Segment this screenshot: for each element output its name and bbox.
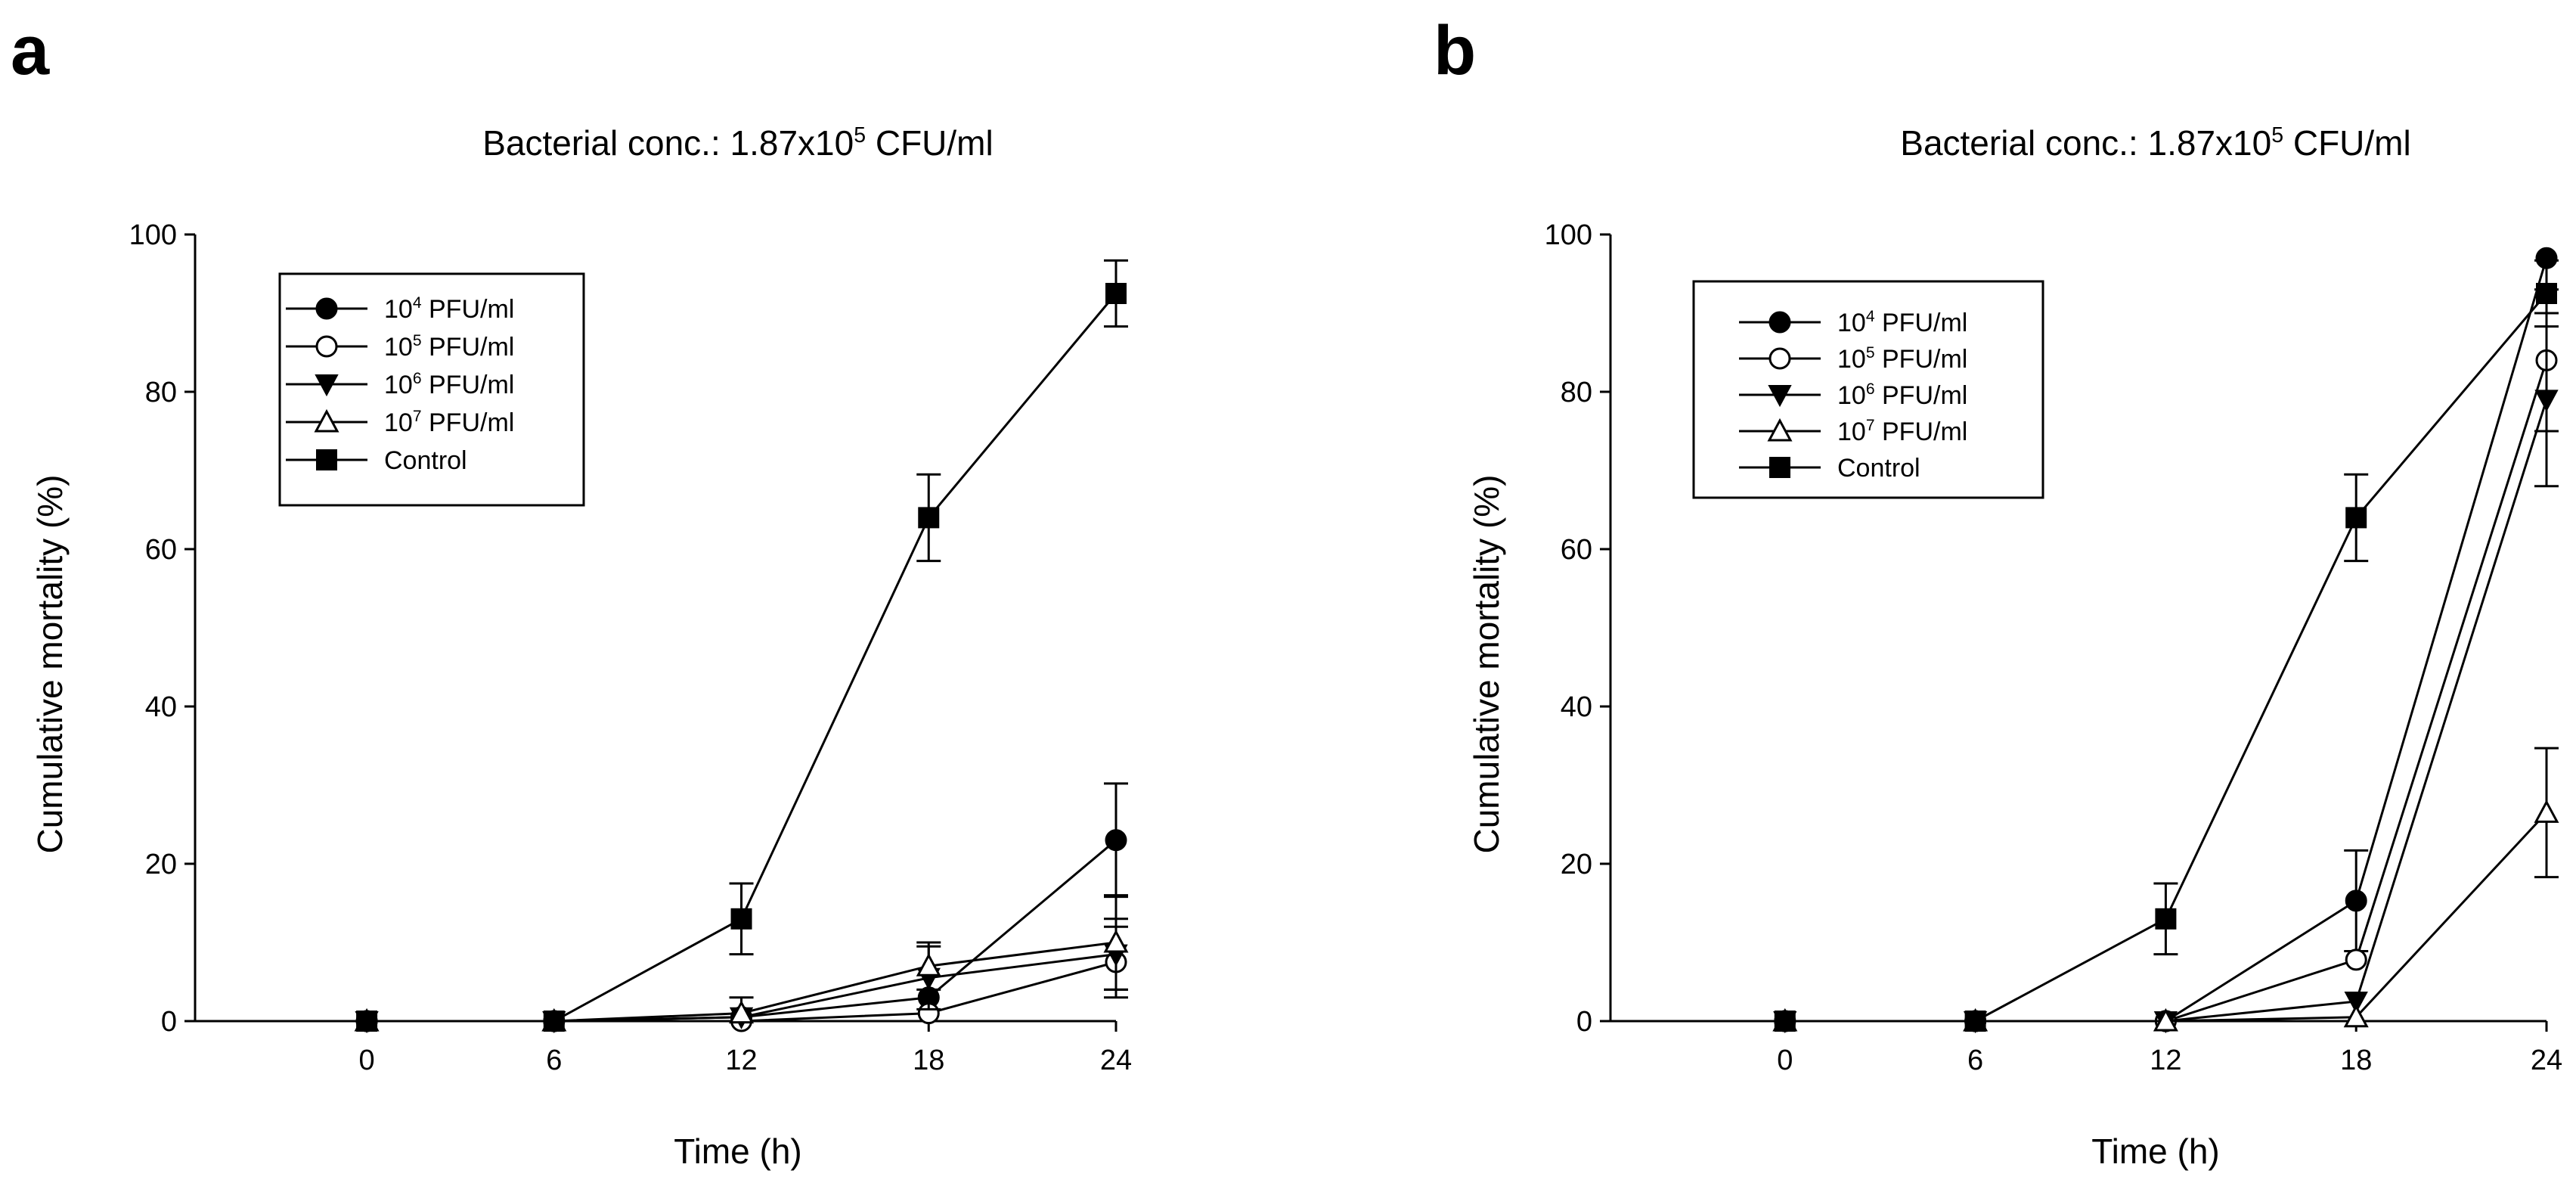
panel-a-series-4-point xyxy=(1105,283,1127,304)
panel-b-series-4-point xyxy=(2345,507,2367,529)
panel-a-legend-item: 106 PFU/ml xyxy=(286,370,514,399)
panel-a-legend-label: Control xyxy=(384,446,467,475)
panel-a-series-3-point xyxy=(729,1000,755,1024)
panel-a-ytick-label: 0 xyxy=(161,1006,177,1038)
panel-b-xtick-label: 12 xyxy=(2150,1045,2181,1076)
panel-a-xlabel: Time (h) xyxy=(674,1132,802,1171)
panel-b-legend-item: 107 PFU/ml xyxy=(1739,417,1967,446)
panel-a-xtick-label: 0 xyxy=(359,1045,375,1076)
panel-b-letter: b xyxy=(1434,12,1476,89)
panel-b-series-3-point xyxy=(2153,1007,2178,1032)
panel-b-xtick-label: 6 xyxy=(1967,1045,1983,1076)
panel-b-series-0-point xyxy=(2345,890,2367,912)
panel-b-legend-marker xyxy=(1768,311,1791,334)
panel-a-legend-marker xyxy=(315,374,339,397)
panel-a-ytick-label: 60 xyxy=(145,534,177,566)
panel-a-series-4-point xyxy=(730,908,752,930)
panel-b-legend-marker xyxy=(1769,457,1790,478)
panel-b-legend-label: 107 PFU/ml xyxy=(1837,417,1967,446)
panel-a-legend-marker xyxy=(315,335,338,358)
panel-a-series-4-point xyxy=(918,507,940,529)
panel-b-series-2-point xyxy=(2344,992,2368,1014)
panel-b-ytick-label: 0 xyxy=(1576,1006,1592,1038)
panel-a-ytick-label: 20 xyxy=(145,849,177,880)
panel-a-legend-label: 104 PFU/ml xyxy=(384,294,514,324)
panel-a-legend-marker xyxy=(314,408,339,433)
panel-b-legend-label: Control xyxy=(1837,454,1920,483)
panel-b-legend-item: 105 PFU/ml xyxy=(1739,344,1967,374)
panel-a-series-4-point xyxy=(543,1011,565,1032)
panel-b-xlabel: Time (h) xyxy=(2091,1132,2220,1171)
panel-a-xtick-label: 18 xyxy=(913,1045,944,1076)
panel-a-ytick-label: 80 xyxy=(145,377,177,408)
panel-a-legend-item: Control xyxy=(286,446,467,475)
panel-a-letter: a xyxy=(11,12,50,89)
panel-a-legend: 104 PFU/ml 105 PFU/ml 106 PFU/ml 107 PFU/ml… xyxy=(278,272,585,507)
panel-b-legend-marker xyxy=(1767,418,1793,442)
panel-b-xtick-label: 24 xyxy=(2531,1045,2562,1076)
panel-b-series-3-point xyxy=(2343,1004,2369,1028)
panel-b-xtick-label: 18 xyxy=(2340,1045,2372,1076)
panel-b-plot: 0 20 40 60 80 100 0 6 12 18 24 104 PFU/ml 105 PFU/ml… xyxy=(1545,219,2563,1076)
panel-b-ytick-label: 40 xyxy=(1561,691,1592,723)
panel-b-legend-marker xyxy=(1768,385,1792,408)
panel-b-ytick-label: 60 xyxy=(1561,534,1592,566)
panel-a-legend-label: 105 PFU/ml xyxy=(384,332,514,362)
panel-a-legend-label: 107 PFU/ml xyxy=(384,408,514,437)
panel-b-legend-box xyxy=(1692,280,2044,499)
panel-a-xtick-label: 24 xyxy=(1100,1045,1132,1076)
panel-b-series-4-point xyxy=(1774,1011,1796,1032)
panel-b: b Bacterial conc.: 1.87x105 CFU/ml Time … xyxy=(1434,12,2562,1171)
panel-a-ytick-label: 100 xyxy=(129,219,177,251)
panel-a-series-4-point xyxy=(356,1011,378,1032)
panel-a-xtick-label: 6 xyxy=(546,1045,562,1076)
panel-b-series-1-point xyxy=(2345,948,2367,971)
panel-b-legend-marker xyxy=(1768,347,1791,370)
panel-b-series-4-point xyxy=(2155,908,2177,930)
panel-a-xtick-label: 12 xyxy=(725,1045,757,1076)
panel-a-plot: 0 20 40 60 80 100 0 6 12 18 24 104 PFU/ml 105 PFU/ml… xyxy=(129,219,1133,1076)
panel-b-series-3-point xyxy=(2534,799,2559,823)
panel-b-ytick-label: 100 xyxy=(1545,219,1592,251)
panel-b-xtick-label: 0 xyxy=(1777,1045,1793,1076)
panel-a: a Bacterial conc.: 1.87x105 CFU/ml Time … xyxy=(11,12,1132,1171)
panel-a-legend-label: 106 PFU/ml xyxy=(384,370,514,399)
panel-b-ylabel: Cumulative mortality (%) xyxy=(1467,475,1506,854)
panel-a-series-3-point xyxy=(1103,929,1129,953)
panel-b-ytick-label: 80 xyxy=(1561,377,1592,408)
panel-b-series-4-point xyxy=(2536,283,2557,304)
panel-a-legend-item: 107 PFU/ml xyxy=(286,408,514,437)
panel-b-legend-item: Control xyxy=(1739,454,1920,483)
panel-b-series-4-point xyxy=(1964,1011,1986,1032)
panel-b-legend: 104 PFU/ml 105 PFU/ml 106 PFU/ml 107 PFU/ml… xyxy=(1692,280,2044,499)
panel-b-legend-item: 106 PFU/ml xyxy=(1739,380,1967,410)
panel-a-legend-marker xyxy=(316,449,337,470)
panel-a-title: Bacterial conc.: 1.87x105 CFU/ml xyxy=(482,123,993,163)
panel-a-ytick-label: 40 xyxy=(145,691,177,723)
panel-b-legend-label: 104 PFU/ml xyxy=(1837,308,1967,337)
panel-b-series-2-point xyxy=(2534,390,2559,412)
panel-a-legend-item: 105 PFU/ml xyxy=(286,332,514,362)
panel-a-series-3-point xyxy=(916,953,941,976)
panel-a-legend-item: 104 PFU/ml xyxy=(286,294,514,324)
panel-b-ytick-label: 20 xyxy=(1561,849,1592,880)
panel-b-legend-label: 105 PFU/ml xyxy=(1837,344,1967,374)
panel-b-title: Bacterial conc.: 1.87x105 CFU/ml xyxy=(1900,123,2410,163)
panel-a-ylabel: Cumulative mortality (%) xyxy=(30,475,70,854)
panel-a-series-0-point xyxy=(1105,829,1127,852)
panel-b-legend-item: 104 PFU/ml xyxy=(1739,308,1967,337)
panel-b-legend-label: 106 PFU/ml xyxy=(1837,380,1967,410)
panel-a-legend-marker xyxy=(315,297,338,320)
